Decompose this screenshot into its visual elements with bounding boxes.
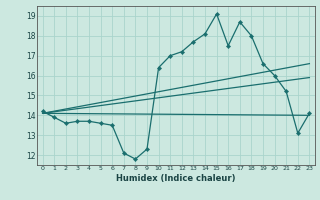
X-axis label: Humidex (Indice chaleur): Humidex (Indice chaleur) xyxy=(116,174,236,183)
